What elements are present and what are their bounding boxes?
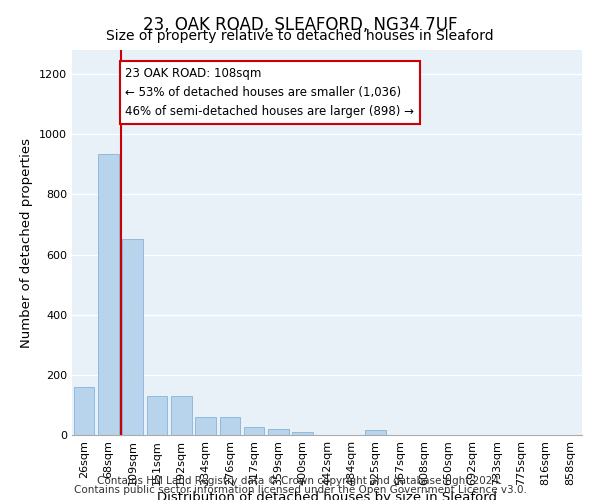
X-axis label: Distribution of detached houses by size in Sleaford: Distribution of detached houses by size … — [157, 490, 497, 500]
Text: 23 OAK ROAD: 108sqm
← 53% of detached houses are smaller (1,036)
46% of semi-det: 23 OAK ROAD: 108sqm ← 53% of detached ho… — [125, 66, 415, 118]
Text: 23, OAK ROAD, SLEAFORD, NG34 7UF: 23, OAK ROAD, SLEAFORD, NG34 7UF — [143, 16, 457, 34]
Text: Contains HM Land Registry data © Crown copyright and database right 2024.: Contains HM Land Registry data © Crown c… — [97, 476, 503, 486]
Bar — [98, 154, 119, 435]
Bar — [268, 429, 289, 435]
Bar — [365, 430, 386, 435]
Bar — [195, 417, 216, 435]
Bar — [146, 396, 167, 435]
Bar — [122, 240, 143, 435]
Text: Contains public sector information licensed under the Open Government Licence v3: Contains public sector information licen… — [74, 485, 526, 495]
Bar — [292, 432, 313, 435]
Y-axis label: Number of detached properties: Number of detached properties — [20, 138, 34, 348]
Bar — [244, 428, 265, 435]
Text: Size of property relative to detached houses in Sleaford: Size of property relative to detached ho… — [106, 29, 494, 43]
Bar — [220, 417, 240, 435]
Bar — [74, 387, 94, 435]
Bar — [171, 396, 191, 435]
